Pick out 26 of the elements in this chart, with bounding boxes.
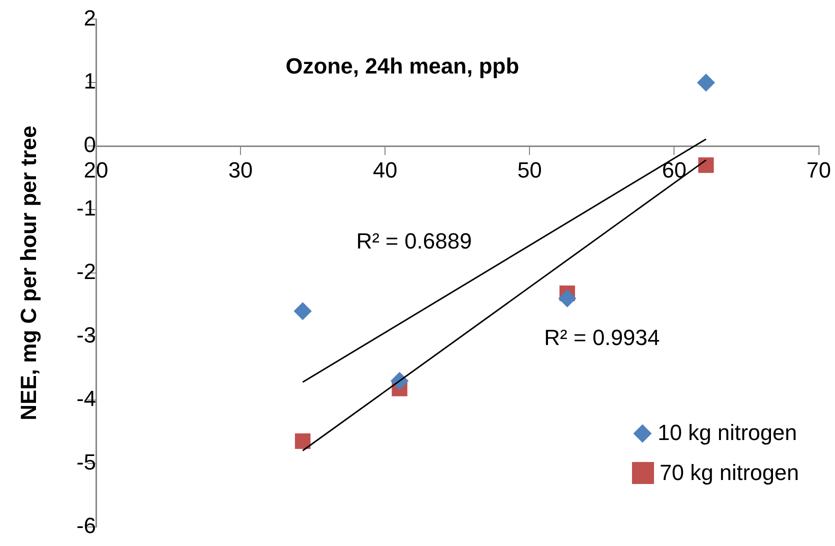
- y-tick-label: 0: [84, 132, 96, 158]
- y-tick-label: -1: [76, 196, 96, 221]
- y-tick-label: -3: [76, 322, 96, 348]
- point: [698, 157, 714, 173]
- y-axis-title: NEE, mg C per hour per tree: [16, 126, 42, 420]
- y-tick-label: 2: [84, 5, 96, 30]
- y-tick-label: 1: [84, 68, 96, 94]
- legend-label: 10 kg nitrogen: [658, 420, 797, 446]
- y-tick-label: -4: [76, 386, 96, 411]
- x-tick-label: 70: [806, 157, 832, 182]
- x-tick-label: 60: [662, 157, 686, 182]
- annotation: R² = 0.9934: [544, 325, 660, 350]
- x-tick-label: 30: [228, 157, 253, 182]
- y-tick-label: -5: [76, 449, 96, 474]
- point: [294, 302, 312, 320]
- y-tick-label: -2: [76, 259, 96, 284]
- y-tick-label: -6: [76, 512, 96, 538]
- x-tick-label: 50: [517, 157, 542, 182]
- point: [558, 289, 576, 308]
- x-axis-title: Ozone, 24h mean, ppb: [286, 53, 520, 78]
- annotation: R² = 0.6889: [356, 228, 472, 254]
- legend-label: 70 kg nitrogen: [660, 460, 799, 486]
- point: [697, 74, 716, 92]
- point: [294, 433, 310, 449]
- x-tick-label: 20: [84, 157, 108, 182]
- x-tick-label: 40: [372, 157, 398, 182]
